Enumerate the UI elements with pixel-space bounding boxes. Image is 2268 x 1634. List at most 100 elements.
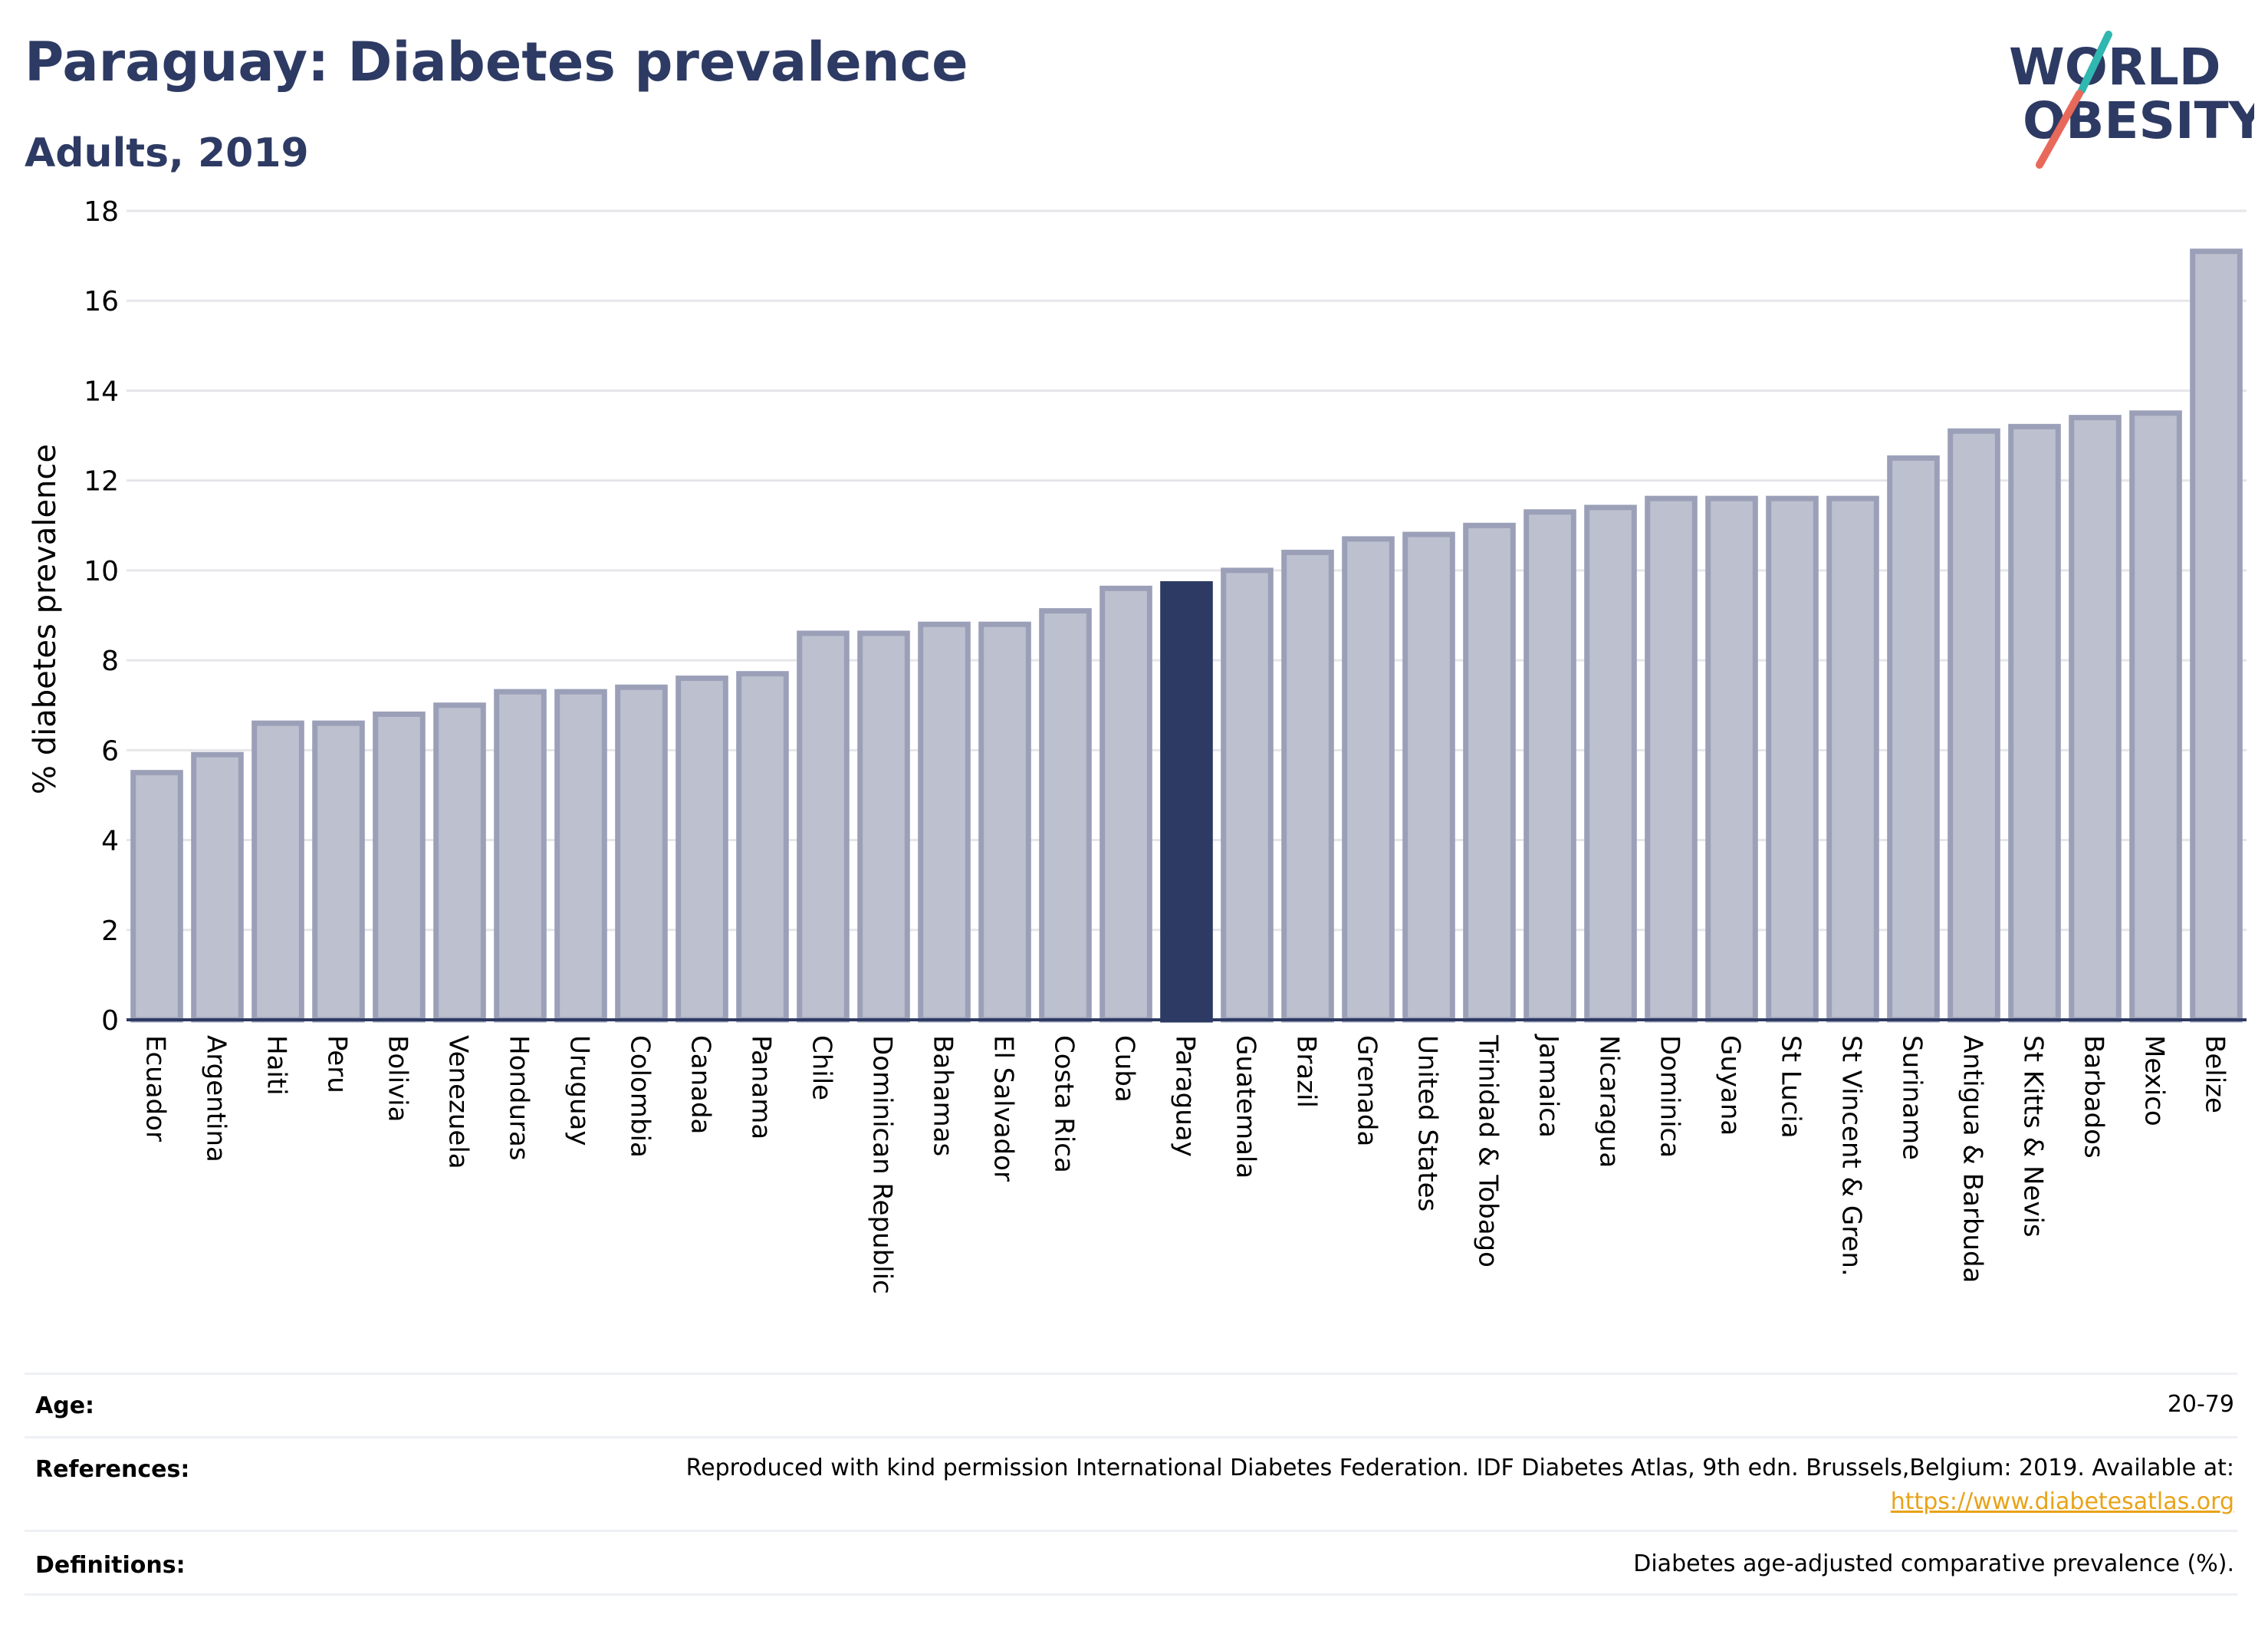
x-tick-label: Paraguay xyxy=(1170,1035,1201,1157)
x-tick-label: Cuba xyxy=(1109,1035,1140,1103)
logo-slash-teal xyxy=(2078,31,2112,94)
bar-haiti xyxy=(251,720,304,1023)
bar-chart: 0 2 4 6 8 10 12 14 16 18 Ecuador Argentina Haiti Per… xyxy=(28,196,2247,1294)
bar-bolivia xyxy=(373,711,426,1023)
x-tick-label: Bolivia xyxy=(383,1035,413,1122)
bar-united-states xyxy=(1402,531,1455,1023)
bar-ecuador xyxy=(130,770,183,1023)
footer-divider xyxy=(25,1373,2237,1375)
bar-grenada xyxy=(1342,536,1395,1023)
x-tick-label: Dominica xyxy=(1655,1035,1685,1158)
age-label: Age: xyxy=(35,1392,95,1419)
definitions-label: Definitions: xyxy=(35,1552,186,1579)
bar-peru xyxy=(312,720,365,1023)
x-tick-label: El Salvador xyxy=(988,1035,1019,1182)
x-tick-label: Jamaica xyxy=(1533,1034,1564,1138)
x-tick-label: Grenada xyxy=(1352,1035,1382,1146)
x-tick-label: Honduras xyxy=(504,1035,534,1161)
bar-bahamas xyxy=(918,621,971,1023)
bar-barbados xyxy=(2069,415,2122,1023)
logo-word-world: WORLD xyxy=(2009,38,2221,97)
x-tick-label: Barbados xyxy=(2079,1035,2109,1159)
x-tick-label: Trinidad & Tobago xyxy=(1473,1034,1504,1267)
x-tick-label: Peru xyxy=(322,1035,353,1093)
y-tick-label: 14 xyxy=(84,376,119,407)
bar-dominica xyxy=(1645,495,1698,1023)
x-tick-label: Guatemala xyxy=(1231,1035,1261,1179)
y-tick-label: 12 xyxy=(84,466,119,498)
footer-divider xyxy=(25,1530,2237,1532)
x-tick-label: Guyana xyxy=(1715,1035,1746,1136)
x-axis-labels: Ecuador Argentina Haiti Peru Bolivia Venezuel… xyxy=(140,1034,2230,1294)
bar-trinidad-tobago xyxy=(1463,522,1516,1023)
y-tick-label: 2 xyxy=(101,916,119,947)
bar-dominican-republic xyxy=(857,630,910,1023)
x-tick-label: St Kitts & Nevis xyxy=(2018,1035,2049,1238)
x-tick-label: Uruguay xyxy=(564,1035,595,1146)
footer-divider xyxy=(25,1593,2237,1596)
references-label: References: xyxy=(35,1456,190,1483)
bar-colombia xyxy=(615,684,668,1023)
logo-slash-coral xyxy=(2036,90,2083,169)
bar-brazil xyxy=(1281,549,1334,1023)
bar-belize xyxy=(2190,248,2243,1023)
y-tick-label: 16 xyxy=(84,286,119,317)
bar-nicaragua xyxy=(1584,505,1637,1023)
bar-el-salvador xyxy=(978,621,1031,1023)
x-tick-label: St Lucia xyxy=(1776,1035,1806,1139)
bar-argentina xyxy=(191,751,244,1023)
x-tick-label: Colombia xyxy=(625,1035,656,1158)
y-tick-label: 0 xyxy=(101,1005,119,1037)
bar-uruguay xyxy=(554,689,607,1023)
x-tick-label: Panama xyxy=(746,1035,777,1139)
bar-canada xyxy=(675,676,728,1023)
x-tick-label: Haiti xyxy=(261,1035,292,1096)
bar-panama xyxy=(736,671,789,1023)
x-tick-label: Belize xyxy=(2200,1035,2230,1113)
bar-venezuela xyxy=(433,702,486,1023)
y-tick-label: 18 xyxy=(84,196,119,228)
x-tick-label: Mexico xyxy=(2139,1035,2170,1126)
age-value: 20-79 xyxy=(2167,1391,2234,1418)
x-tick-label: Costa Rica xyxy=(1049,1035,1080,1173)
bar-st-lucia xyxy=(1766,495,1819,1023)
x-tick-label: Suriname xyxy=(1897,1035,1928,1160)
x-tick-label: Bahamas xyxy=(928,1035,958,1156)
y-tick-label: 6 xyxy=(101,735,119,767)
bar-paraguay xyxy=(1160,580,1213,1023)
bar-cuba xyxy=(1099,585,1152,1023)
x-tick-label: Ecuador xyxy=(140,1035,171,1142)
bars xyxy=(130,248,2243,1023)
page-title: Paraguay: Diabetes prevalence xyxy=(25,31,968,94)
bar-chile xyxy=(797,630,850,1023)
definitions-value: Diabetes age-adjusted comparative preval… xyxy=(1633,1550,2234,1577)
x-tick-label: Chile xyxy=(807,1035,837,1100)
x-tick-label: Dominican Republic xyxy=(867,1035,898,1294)
y-tick-label: 8 xyxy=(101,646,119,677)
y-axis-ticks: 0 2 4 6 8 10 12 14 16 18 xyxy=(84,196,119,1037)
x-tick-label: United States xyxy=(1412,1035,1443,1212)
x-tick-label: Nicaragua xyxy=(1594,1035,1625,1168)
x-tick-label: St Vincent & Gren. xyxy=(1836,1035,1867,1277)
bar-guatemala xyxy=(1221,567,1274,1023)
references-link[interactable]: https://www.diabetesatlas.org xyxy=(1890,1488,2234,1515)
page-subtitle: Adults, 2019 xyxy=(25,130,309,176)
bar-mexico xyxy=(2129,410,2182,1023)
references-text: Reproduced with kind permission Internat… xyxy=(685,1455,2234,1481)
bar-costa-rica xyxy=(1039,608,1092,1023)
bar-st-vincent-gren- xyxy=(1826,495,1879,1023)
bar-honduras xyxy=(494,689,547,1023)
bar-jamaica xyxy=(1524,509,1576,1023)
x-tick-label: Brazil xyxy=(1291,1035,1322,1108)
bar-suriname xyxy=(1887,455,1940,1023)
x-tick-label: Canada xyxy=(685,1035,716,1134)
bar-st-kitts-nevis xyxy=(2008,423,2061,1023)
x-tick-label: Antigua & Barbuda xyxy=(1957,1035,1988,1283)
references-value: Reproduced with kind permission Internat… xyxy=(686,1452,2234,1519)
bar-antigua-barbuda xyxy=(1948,428,2000,1023)
x-tick-label: Argentina xyxy=(201,1035,232,1162)
bar-guyana xyxy=(1705,495,1758,1023)
y-tick-label: 10 xyxy=(84,556,119,587)
footer-divider xyxy=(25,1436,2237,1438)
x-tick-label: Venezuela xyxy=(443,1035,474,1169)
